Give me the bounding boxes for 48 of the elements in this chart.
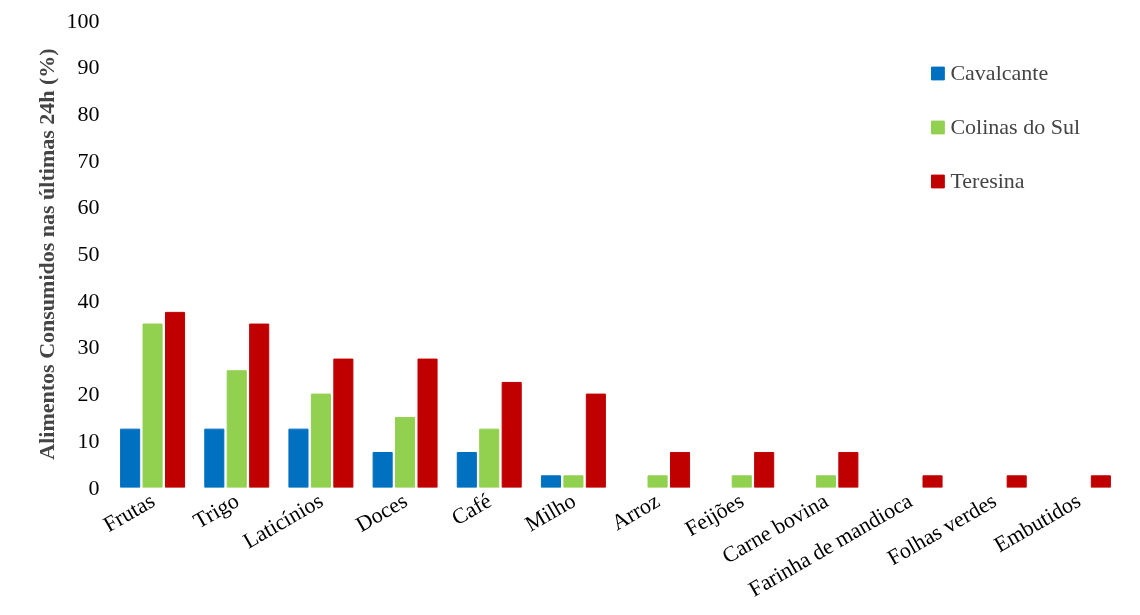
x-tick-label: Café (447, 487, 496, 531)
bar (310, 393, 331, 488)
bar (1090, 475, 1111, 488)
bar (333, 358, 354, 488)
y-tick-label: 90 (77, 54, 100, 80)
x-tick-label: Doces (351, 487, 412, 537)
bar (288, 428, 309, 488)
legend-label: Colinas do Sul (950, 114, 1080, 140)
bar (395, 416, 416, 488)
y-tick-label: 80 (77, 100, 100, 126)
bar (120, 428, 141, 488)
x-tick-label: Arroz (606, 487, 665, 535)
bar (647, 475, 668, 488)
bar (479, 428, 500, 488)
bar (456, 451, 477, 488)
y-tick-label: 20 (77, 381, 100, 407)
bar (1006, 475, 1027, 488)
y-tick-label: 0 (88, 474, 100, 500)
bar (249, 323, 270, 488)
bar (540, 475, 562, 488)
bar (142, 323, 163, 488)
y-tick-label: 10 (77, 427, 100, 453)
bar (164, 311, 186, 488)
bar (838, 451, 859, 488)
bar (226, 370, 247, 488)
bar (922, 475, 943, 488)
x-tick-label: Frutas (98, 487, 159, 537)
bar (372, 451, 393, 488)
bar (563, 475, 584, 488)
y-tick-label: 50 (77, 241, 100, 266)
legend-label: Teresina (950, 168, 1025, 194)
y-tick-label: 100 (66, 7, 100, 33)
bar (204, 428, 225, 488)
x-tick-label: Trigo (188, 487, 244, 534)
y-tick-label: 60 (77, 194, 100, 220)
y-axis-title: Alimentos Consumidos nas últimas 24h (%) (33, 48, 59, 460)
bar (815, 475, 836, 488)
bar (501, 381, 522, 488)
y-tick-label: 70 (77, 147, 100, 173)
bar (669, 451, 691, 488)
y-tick-label: 40 (77, 287, 100, 313)
y-tick-label: 30 (77, 334, 100, 360)
bar (754, 451, 775, 488)
bar (585, 393, 606, 488)
bar (417, 358, 438, 488)
x-tick-label: Milho (520, 487, 580, 537)
bar (731, 475, 752, 488)
legend-label: Cavalcante (950, 60, 1049, 86)
